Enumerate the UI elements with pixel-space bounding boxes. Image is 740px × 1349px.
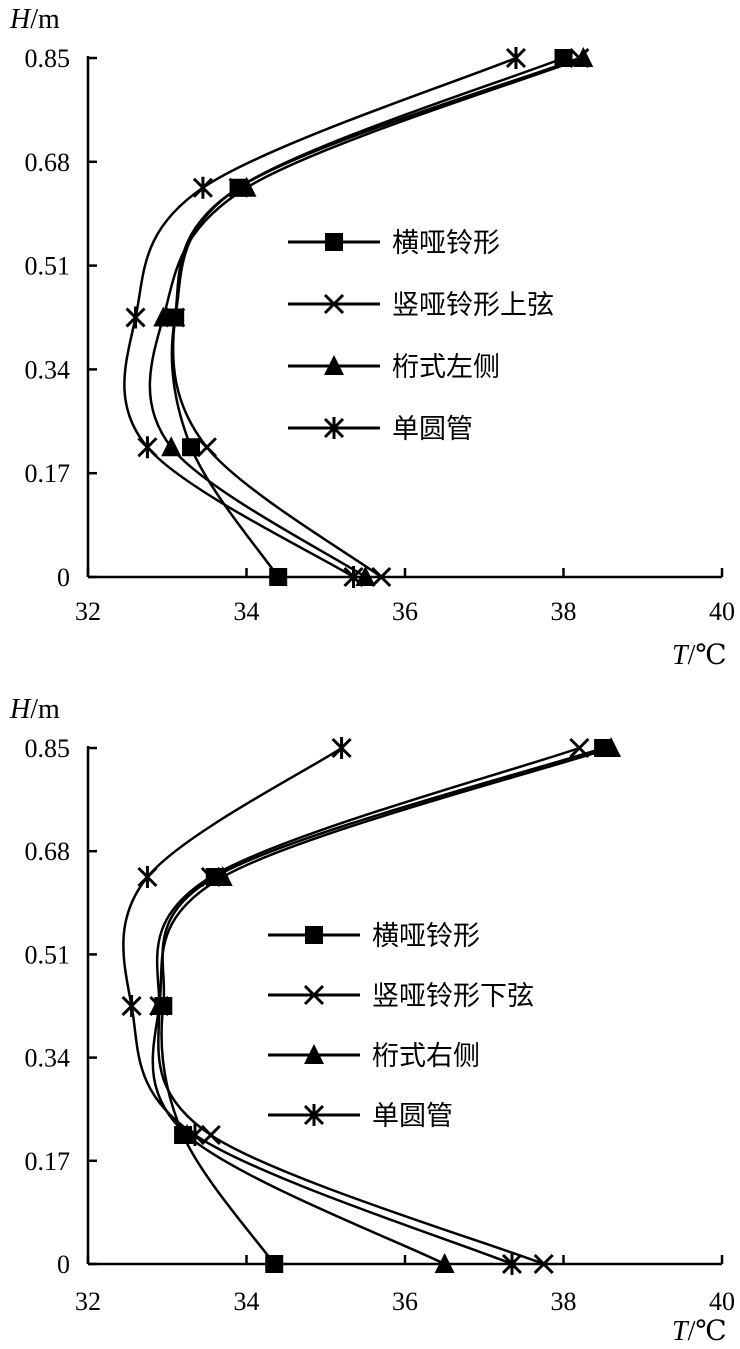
- y-tick-label: 0.68: [25, 837, 71, 866]
- legend-item: 单圆管: [268, 1101, 453, 1132]
- x-tick-label: 38: [551, 1287, 577, 1316]
- y-tick-label: 0.85: [25, 734, 71, 763]
- chart-panel-1: 0 0.17 0.34 0.51 0.68 0.85 32 34 36 38 40 H/m T/℃ 横哑铃…: [9, 4, 735, 671]
- y-axis-title: H/m: [9, 694, 60, 725]
- legend-label: 竖哑铃形下弦: [372, 981, 534, 1012]
- y-axis-title: H/m: [9, 4, 60, 35]
- x-tick-label: 40: [709, 597, 735, 626]
- legend-item: 横哑铃形: [288, 228, 500, 259]
- y-tick-label: 0.17: [25, 459, 71, 488]
- data-point-asterisk: [507, 47, 525, 69]
- legend-item: 横哑铃形: [268, 921, 480, 952]
- legend-item: 单圆管: [288, 414, 473, 445]
- legend-item: 竖哑铃形下弦: [268, 981, 534, 1012]
- y-tick-label: 0: [57, 1250, 70, 1279]
- legend-marker-square: [325, 233, 343, 251]
- y-tick-label: 0.17: [25, 1147, 71, 1176]
- data-point-x: [198, 438, 216, 456]
- y-tick-label: 0.68: [25, 148, 71, 177]
- y-tick-label: 0.85: [25, 44, 71, 73]
- data-point-asterisk: [127, 307, 145, 329]
- legend-item: 竖哑铃形上弦: [288, 290, 554, 321]
- data-point-asterisk: [333, 737, 351, 759]
- x-tick-label: 36: [392, 597, 418, 626]
- legend-label: 横哑铃形: [372, 921, 480, 952]
- x-tick-label: 32: [75, 597, 101, 626]
- x-tick-label: 36: [392, 1287, 418, 1316]
- y-tick-label: 0.51: [25, 940, 71, 969]
- legend-label: 单圆管: [392, 414, 473, 445]
- x-tick-label: 38: [551, 597, 577, 626]
- x-tick-label: 40: [709, 1287, 735, 1316]
- x-tick-label: 32: [75, 1287, 101, 1316]
- y-tick-label: 0.34: [25, 1044, 71, 1073]
- x-tick-label: 34: [234, 1287, 260, 1316]
- legend-marker-square: [305, 926, 323, 944]
- x-axis-title: T/℃: [672, 640, 727, 671]
- legend-label: 单圆管: [372, 1101, 453, 1132]
- y-tick-label: 0: [57, 563, 70, 592]
- data-point-asterisk: [123, 995, 141, 1017]
- y-tick-label: 0.34: [25, 355, 71, 384]
- legend-label: 横哑铃形: [392, 228, 500, 259]
- data-point-square: [265, 1255, 283, 1273]
- legend-label: 桁式右侧: [372, 1041, 480, 1072]
- legend-item: 桁式左侧: [288, 352, 500, 383]
- x-axis-title: T/℃: [672, 1316, 727, 1347]
- legend-label: 竖哑铃形上弦: [392, 290, 554, 321]
- data-point-asterisk: [138, 866, 156, 888]
- data-point-square: [269, 568, 287, 586]
- y-tick-label: 0.51: [25, 252, 71, 281]
- data-point-square: [182, 438, 200, 456]
- data-point-asterisk: [138, 436, 156, 458]
- chart-panel-2: 0 0.17 0.34 0.51 0.68 0.85 32 34 36 38 40 H/m T/℃ 横哑铃…: [9, 694, 735, 1347]
- legend-label: 桁式左侧: [392, 352, 500, 383]
- legend-item: 桁式右侧: [268, 1041, 480, 1072]
- x-tick-label: 34: [234, 597, 260, 626]
- data-point-asterisk: [194, 177, 212, 199]
